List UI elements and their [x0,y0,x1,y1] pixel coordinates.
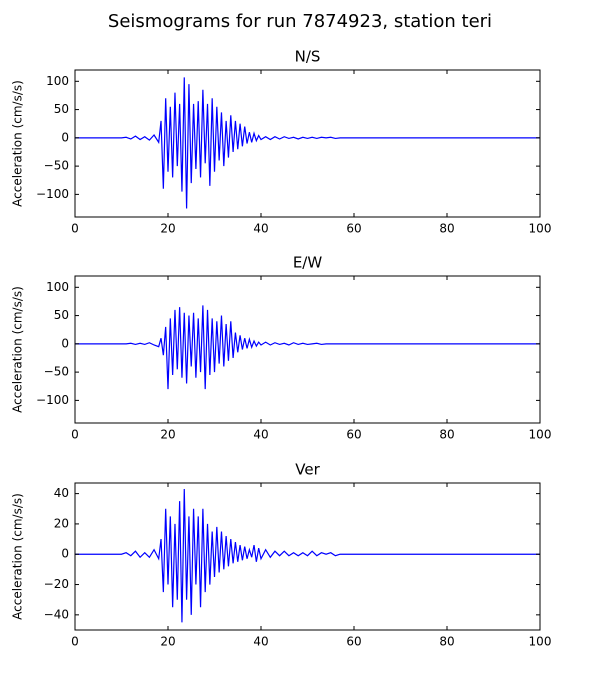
x-tick-label: 40 [253,222,268,236]
x-tick-label: 60 [346,222,361,236]
x-tick-label: 40 [253,635,268,649]
x-tick-label: 100 [529,428,552,442]
y-axis-label: Acceleration (cm/s/s) [11,80,25,207]
y-tick-label: 0 [61,130,69,144]
x-tick-label: 0 [71,428,79,442]
figure-title: Seismograms for run 7874923, station ter… [108,11,492,32]
panel-title: E/W [293,254,323,272]
axes-frame [74,275,541,424]
x-tick-label: 100 [529,635,552,649]
y-tick-label: −40 [44,607,69,621]
y-tick-label: 20 [54,516,69,530]
y-tick-label: −50 [44,365,69,379]
panel-title: N/S [295,48,321,66]
x-tick-label: 0 [71,635,79,649]
x-tick-label: 20 [160,428,175,442]
y-tick-label: 100 [46,74,69,88]
x-tick-label: 20 [160,222,175,236]
seismogram-line [75,305,540,390]
x-tick-label: 60 [346,428,361,442]
plot-area [75,305,540,390]
y-tick-label: −100 [36,187,69,201]
y-tick-label: −100 [36,393,69,407]
y-tick-label: 40 [54,486,69,500]
seismogram-line [75,77,540,209]
seismogram-line [75,489,540,623]
y-tick-label: 0 [61,336,69,350]
y-axis-label: Acceleration (cm/s/s) [11,493,25,620]
x-tick-label: 20 [160,635,175,649]
x-tick-label: 40 [253,428,268,442]
x-tick-label: 80 [439,222,454,236]
y-tick-label: 100 [46,280,69,294]
y-axis-label: Acceleration (cm/s/s) [11,286,25,413]
y-tick-label: 50 [54,308,69,322]
y-tick-label: −50 [44,159,69,173]
x-tick-label: 0 [71,222,79,236]
axes-frame [74,482,541,631]
y-tick-label: 50 [54,102,69,116]
x-tick-label: 60 [346,635,361,649]
axes-frame [74,69,541,218]
x-tick-label: 80 [439,635,454,649]
x-tick-label: 80 [439,428,454,442]
panel-title: Ver [295,461,320,479]
y-tick-label: 0 [61,547,69,561]
y-tick-label: −20 [44,577,69,591]
x-tick-label: 100 [529,222,552,236]
plot-area [75,77,540,209]
plot-area [75,489,540,623]
